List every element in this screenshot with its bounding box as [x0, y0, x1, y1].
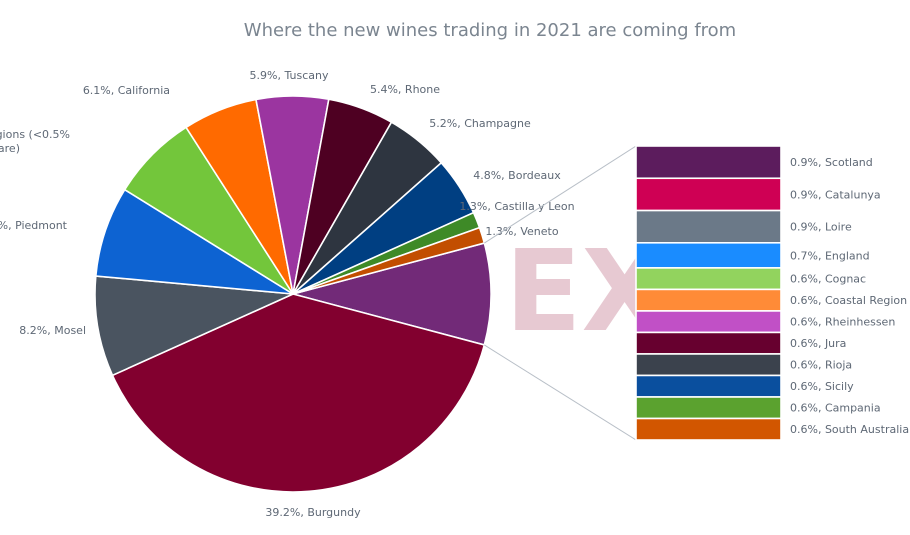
- bar-segment-rioja: [635, 353, 782, 377]
- pie-label-california: 6.1%, California: [83, 84, 170, 97]
- bar-segment-coastal-region: [635, 288, 782, 312]
- pie-label-other-regions-0-5-share: 7.1%, Other regions (<0.5%share): [0, 128, 70, 155]
- breakdown-labels: 0.9%, Scotland 0.9%, Catalunya 0.9%, Loire…: [790, 156, 909, 436]
- bar-segment-england: [635, 242, 782, 269]
- pie-label-bordeaux: 4.8%, Bordeaux: [473, 169, 561, 182]
- pie-label-tuscany: 5.9%, Tuscany: [250, 69, 329, 82]
- pie-label-castilla-y-leon: 1.3%, Castilla y Leon: [459, 200, 574, 213]
- bar-segment-south-australia: [635, 417, 782, 441]
- bar-label-south-australia: 0.6%, South Australia: [790, 423, 909, 436]
- bar-segment-loire: [635, 209, 782, 244]
- pie-slice-burgundy: [111, 293, 486, 493]
- bar-segment-jura: [635, 331, 782, 355]
- bar-label-england: 0.7%, England: [790, 249, 870, 262]
- bar-label-cognac: 0.6%, Cognac: [790, 273, 866, 286]
- pie-slice-other-bar-of-pie: [289, 242, 492, 346]
- pie-label-rhone: 5.4%, Rhone: [370, 83, 440, 96]
- bar-of-pie-connectors: [484, 145, 637, 441]
- pie-chart: [94, 95, 492, 493]
- stacked-breakdown-bar: [635, 145, 782, 441]
- pie-label-champagne: 5.2%, Champagne: [429, 117, 531, 130]
- pie-label-veneto: 1.3%, Veneto: [485, 225, 558, 238]
- chart-title: Where the new wines trading in 2021 are …: [244, 20, 736, 41]
- bar-label-campania: 0.6%, Campania: [790, 402, 881, 415]
- bar-segment-sicily: [635, 374, 782, 398]
- bar-segment-scotland: [635, 145, 782, 180]
- bar-label-coastal-region: 0.6%, Coastal Region: [790, 294, 907, 307]
- pie-slice-mosel: [94, 275, 297, 377]
- connector-line-top: [484, 145, 637, 244]
- bar-segment-rheinhessen: [635, 310, 782, 334]
- bar-label-loire: 0.9%, Loire: [790, 221, 852, 234]
- bar-label-catalunya: 0.9%, Catalunya: [790, 188, 881, 201]
- bar-label-scotland: 0.9%, Scotland: [790, 156, 873, 169]
- bar-label-sicily: 0.6%, Sicily: [790, 380, 854, 393]
- bar-segment-cognac: [635, 267, 782, 291]
- pie-label-piedmont: 7.4%, Piedmont: [0, 219, 68, 232]
- bar-segment-campania: [635, 396, 782, 420]
- pie-label-mosel: 8.2%, Mosel: [19, 324, 86, 337]
- pie-label-burgundy: 39.2%, Burgundy: [265, 506, 361, 519]
- connector-line-bottom: [484, 344, 637, 441]
- bar-segment-catalunya: [635, 177, 782, 212]
- bar-label-jura: 0.6%, Jura: [790, 337, 846, 350]
- bar-label-rioja: 0.6%, Rioja: [790, 359, 852, 372]
- bar-label-rheinhessen: 0.6%, Rheinhessen: [790, 316, 895, 329]
